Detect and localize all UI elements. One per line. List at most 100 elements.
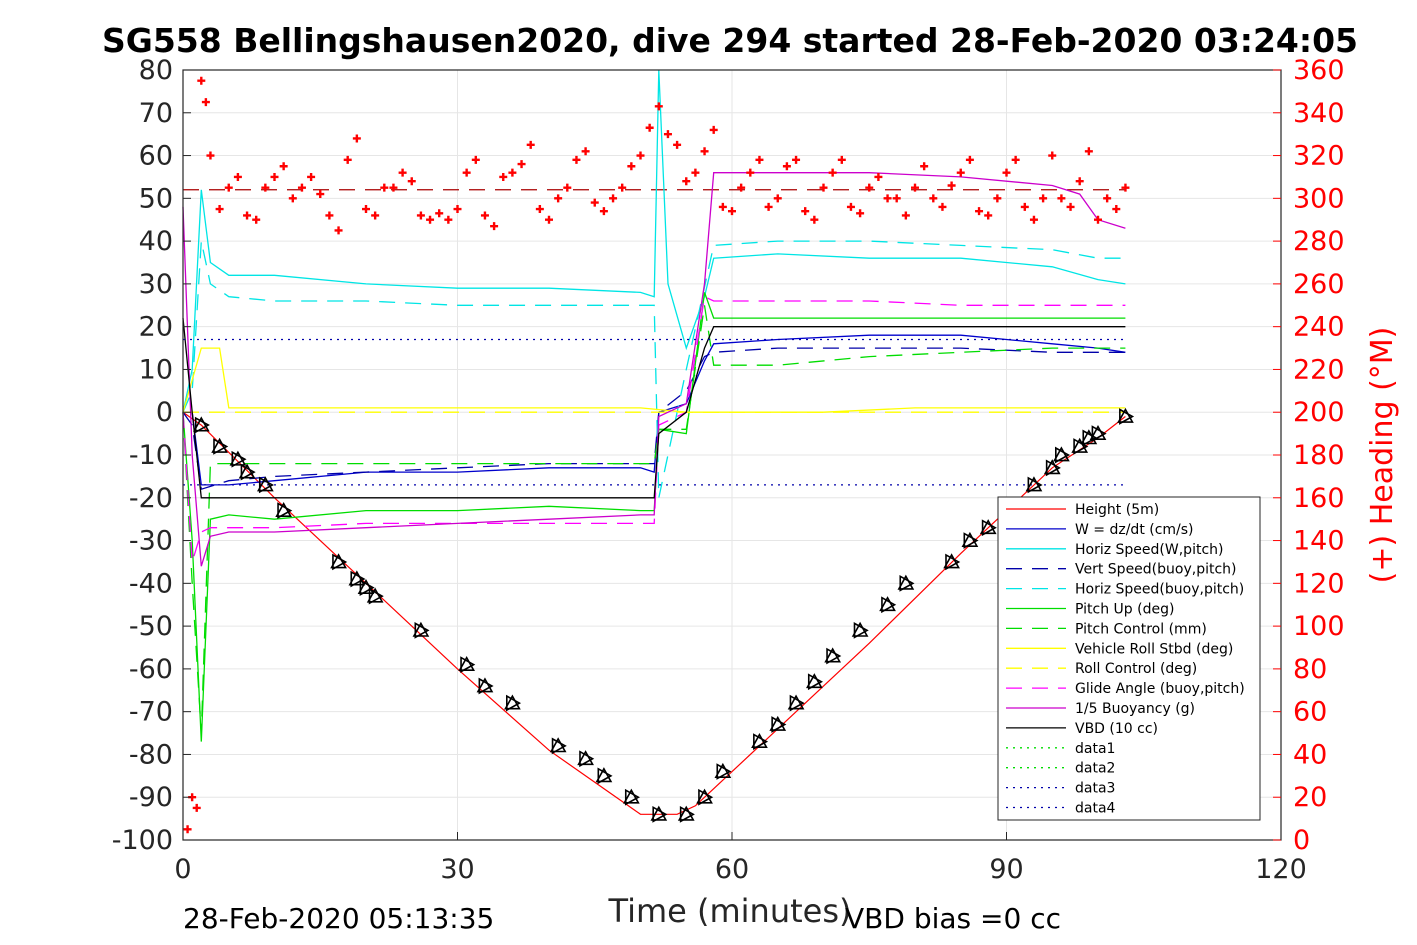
x-tick-label: 30 <box>440 854 474 885</box>
end-time-label: 28-Feb-2020 05:13:35 <box>183 902 494 935</box>
y-right-tick-label: 320 <box>1293 141 1345 172</box>
heading-point <box>920 162 929 171</box>
vbd-marker-right <box>1055 446 1071 464</box>
y-right-tick-label: 140 <box>1293 526 1345 557</box>
legend-label: Roll Control (deg) <box>1075 661 1197 677</box>
heading-point <box>773 194 782 203</box>
vbd-marker-right <box>771 716 787 733</box>
heading-point <box>737 183 746 192</box>
y-tick-label: -40 <box>129 568 173 599</box>
heading-point <box>201 98 210 107</box>
x-tick-label: 60 <box>715 854 749 885</box>
heading-point <box>471 155 480 164</box>
heading-point <box>901 211 910 220</box>
heading-point <box>526 140 535 149</box>
vbd-marker-right <box>679 805 695 823</box>
heading-point <box>645 123 654 132</box>
vbd-triangle-markers <box>192 407 1135 823</box>
heading-point <box>462 168 471 177</box>
heading-point <box>965 155 974 164</box>
vbd-marker-right <box>1082 429 1098 447</box>
y-right-tick-label: 280 <box>1293 226 1345 257</box>
heading-point <box>453 205 462 214</box>
vbd-marker-right <box>231 450 247 468</box>
heading-point <box>343 155 352 164</box>
heading-point <box>183 825 192 834</box>
heading-point <box>535 205 544 214</box>
heading-point <box>334 226 343 235</box>
y-right-tick-label: 180 <box>1293 440 1345 471</box>
heading-point <box>782 162 791 171</box>
heading-point <box>654 102 663 111</box>
heading-point <box>1057 194 1066 203</box>
heading-point <box>865 183 874 192</box>
y-right-tick-label: 100 <box>1293 611 1345 642</box>
legend-label: data1 <box>1075 741 1115 757</box>
heading-point <box>499 172 508 181</box>
y-tick-label: 60 <box>139 141 173 172</box>
vbd-marker-up <box>577 750 594 766</box>
legend-label: data3 <box>1075 781 1115 797</box>
heading-point <box>755 155 764 164</box>
heading-point <box>1066 202 1075 211</box>
y-tick-label: 20 <box>139 312 173 343</box>
vbd-marker-right <box>981 519 997 537</box>
vbd-marker-up <box>238 463 256 479</box>
heading-markers <box>183 76 1130 834</box>
heading-point <box>243 211 252 220</box>
heading-point <box>517 160 526 169</box>
heading-point <box>590 198 599 207</box>
y-right-tick-label: 340 <box>1293 98 1345 129</box>
heading-point <box>316 190 325 199</box>
vbd-marker-up <box>677 805 695 821</box>
y-tick-label: 80 <box>139 55 173 86</box>
heading-point <box>192 803 201 812</box>
vbd-marker-right <box>963 532 979 549</box>
legend-label: Vehicle Roll Stbd (deg) <box>1075 641 1233 657</box>
heading-point <box>792 155 801 164</box>
series-line-4 <box>182 240 1126 498</box>
vbd-marker-right <box>698 788 714 806</box>
heading-point <box>892 194 901 203</box>
heading-point <box>371 211 380 220</box>
heading-point <box>828 168 837 177</box>
heading-point <box>297 183 306 192</box>
heading-point <box>480 211 489 220</box>
vbd-marker-right <box>194 416 210 434</box>
y-tick-label: 40 <box>139 226 173 257</box>
heading-point <box>609 194 618 203</box>
heading-point <box>1002 168 1011 177</box>
heading-point <box>837 155 846 164</box>
vbd-marker-up <box>1043 459 1061 475</box>
heading-point <box>975 207 984 216</box>
heading-point <box>663 130 672 139</box>
legend-label: Horiz Speed(buoy,pitch) <box>1075 582 1244 598</box>
vbd-marker-right <box>597 767 613 785</box>
vbd-marker-right <box>240 463 256 481</box>
vbd-marker-up <box>330 553 347 569</box>
legend-label: Glide Angle (buoy,pitch) <box>1075 681 1245 697</box>
y-right-tick-label: 240 <box>1293 312 1345 343</box>
axis-ticks: -100-90-80-70-60-50-40-30-20-10010203040… <box>112 55 1345 885</box>
legend-box <box>997 496 1261 821</box>
y-right-tick-label: 80 <box>1293 654 1327 685</box>
heading-point <box>444 215 453 224</box>
y-right-tick-label: 40 <box>1293 739 1327 770</box>
heading-point <box>1084 147 1093 156</box>
x-tick-label: 120 <box>1255 854 1307 885</box>
vbd-marker-right <box>716 763 732 780</box>
heading-point <box>846 202 855 211</box>
heading-point <box>636 151 645 160</box>
y-right-tick-label: 360 <box>1293 55 1345 86</box>
heading-point <box>1075 177 1084 186</box>
vbd-marker-up <box>211 437 228 453</box>
vbd-marker-right <box>899 574 915 592</box>
heading-point <box>938 202 947 211</box>
heading-point <box>1103 194 1112 203</box>
heading-point <box>1029 215 1038 224</box>
vbd-marker-up <box>229 450 247 466</box>
series-line-6 <box>182 305 1126 734</box>
vbd-marker-up <box>714 762 732 778</box>
legend-label: 1/5 Buoyancy (g) <box>1075 701 1195 717</box>
